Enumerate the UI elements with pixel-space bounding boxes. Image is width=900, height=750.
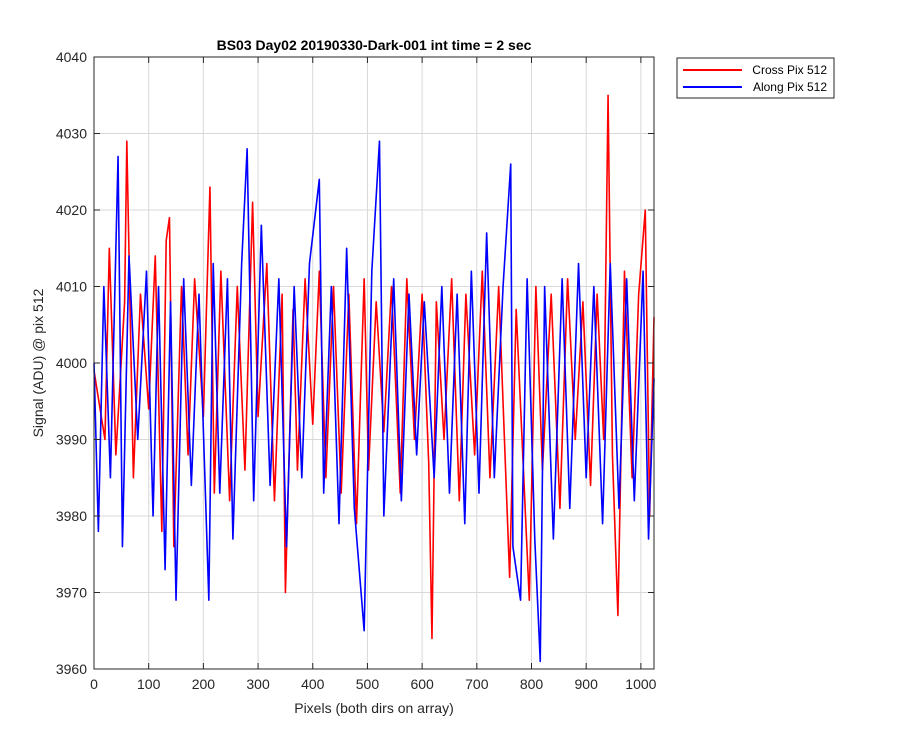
x-tick-label: 200 (192, 676, 216, 692)
series-layer (93, 94, 655, 663)
x-tick-label: 700 (465, 676, 489, 692)
axes: 0 100 200 300 400 500 600 700 800 900 1000 3960 3970… (56, 49, 657, 692)
chart-title: BS03 Day02 20190330-Dark-001 int time = … (217, 37, 532, 53)
y-axis-label: Signal (ADU) @ pix 512 (30, 288, 46, 437)
series-line-cross-pix-512 (93, 94, 655, 640)
x-tick-label: 100 (137, 676, 161, 692)
y-tick-label: 4030 (56, 126, 87, 142)
y-tick-label: 3980 (56, 508, 87, 524)
legend-label-along: Along Pix 512 (753, 80, 827, 94)
y-tick-label: 3990 (56, 432, 87, 448)
x-tick-label: 500 (356, 676, 380, 692)
x-tick-label: 800 (520, 676, 544, 692)
y-tick-label: 3970 (56, 585, 87, 601)
x-tick-label: 0 (90, 676, 98, 692)
y-tick-label: 4020 (56, 202, 87, 218)
legend: Cross Pix 512 Along Pix 512 (676, 57, 835, 99)
legend-box (676, 57, 835, 99)
x-tick-label: 900 (575, 676, 599, 692)
legend-label-cross: Cross Pix 512 (752, 63, 827, 77)
x-tick-label: 400 (301, 676, 325, 692)
y-tick-label: 4000 (56, 355, 87, 371)
y-tick-label: 4010 (56, 279, 87, 295)
x-axis-label: Pixels (both dirs on array) (294, 700, 454, 716)
x-tick-label: 1000 (625, 676, 656, 692)
y-tick-label: 4040 (56, 49, 87, 65)
x-tick-label: 600 (410, 676, 434, 692)
series-line-along-pix-512 (93, 140, 655, 663)
x-tick-label: 300 (246, 676, 270, 692)
y-tick-label: 3960 (56, 661, 87, 677)
